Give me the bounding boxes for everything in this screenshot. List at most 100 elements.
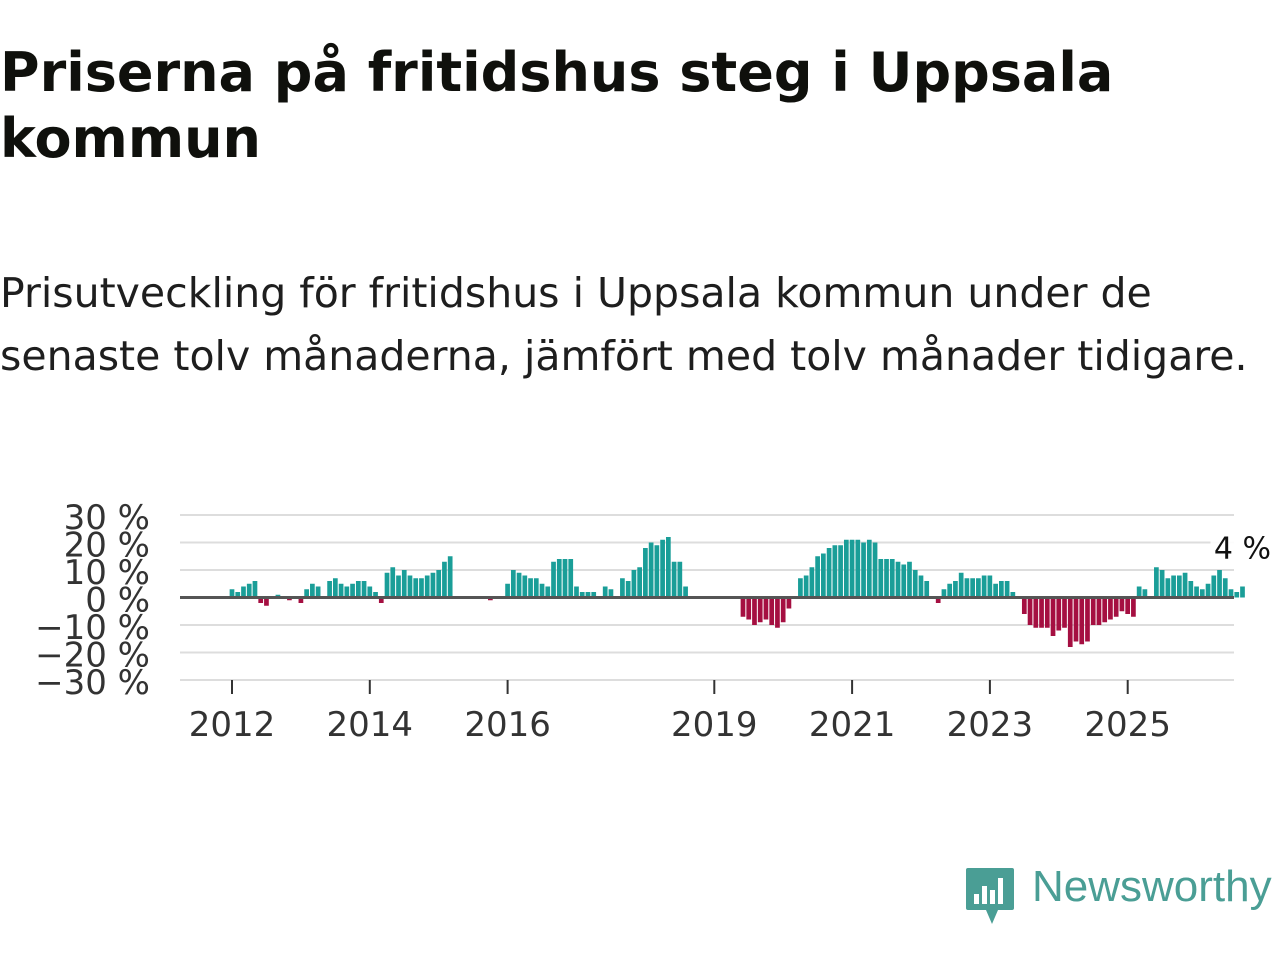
bar xyxy=(1033,597,1039,628)
bar xyxy=(241,586,246,598)
bar xyxy=(327,581,332,598)
bar xyxy=(763,597,769,620)
bar xyxy=(757,597,763,623)
bar xyxy=(591,592,597,598)
bar xyxy=(1222,578,1228,598)
bar xyxy=(1154,567,1159,598)
bar xyxy=(809,567,815,598)
bar-chart: 30 %20 %10 %0 %−10 %−20 %−30 % 2012 2014 2… xyxy=(35,498,1273,745)
bar xyxy=(332,578,338,598)
bar xyxy=(1079,597,1085,645)
bar xyxy=(775,597,780,628)
bar xyxy=(528,578,533,598)
y-tick-label: 10 % xyxy=(64,553,150,593)
bar xyxy=(539,583,545,598)
bar xyxy=(298,597,304,603)
grid-lines xyxy=(180,514,1234,681)
bar xyxy=(419,578,424,598)
bar xyxy=(832,545,838,598)
bar xyxy=(1021,597,1027,614)
y-tick-label: 30 % xyxy=(64,498,150,538)
bar xyxy=(315,586,321,598)
chart-title: Priserna på fritidshus steg i Uppsala ko… xyxy=(0,41,1114,170)
bar xyxy=(361,581,367,598)
bar xyxy=(1234,592,1240,598)
bar xyxy=(407,575,413,598)
bar xyxy=(884,559,889,598)
bar xyxy=(447,556,453,598)
bar xyxy=(821,553,826,598)
y-tick-label: −30 % xyxy=(35,663,150,703)
bar xyxy=(401,570,407,598)
bar xyxy=(752,597,757,625)
bar xyxy=(654,545,660,598)
bar xyxy=(660,539,665,598)
bar xyxy=(895,561,901,598)
bar xyxy=(838,545,843,598)
bar xyxy=(413,578,419,598)
bar xyxy=(746,597,752,620)
bar xyxy=(1165,578,1171,598)
bar xyxy=(912,570,918,598)
bar xyxy=(235,592,241,598)
bar xyxy=(786,597,792,609)
x-axis: 2012 2014 2016 2019 2021 2023 2025 xyxy=(189,680,1171,745)
bar xyxy=(1211,575,1217,598)
bar xyxy=(849,539,855,598)
bar xyxy=(878,559,884,598)
y-tick-label: −20 % xyxy=(35,636,150,676)
bar xyxy=(889,559,895,598)
bar xyxy=(1176,575,1182,598)
bar xyxy=(1085,597,1090,642)
x-tick-label: 2012 xyxy=(189,705,276,745)
bar xyxy=(378,597,384,603)
bar xyxy=(1004,581,1010,598)
bar xyxy=(953,581,958,598)
bar xyxy=(1067,597,1073,647)
bar xyxy=(1090,597,1096,625)
bar xyxy=(1240,586,1245,598)
bar xyxy=(436,570,442,598)
bar xyxy=(1131,597,1136,617)
bar xyxy=(918,575,924,598)
bar xyxy=(229,589,235,598)
bar xyxy=(424,575,430,598)
bar xyxy=(258,597,264,603)
y-tick-label: 20 % xyxy=(64,526,150,566)
bar xyxy=(1073,597,1079,642)
bar xyxy=(907,561,912,598)
bar xyxy=(1102,597,1108,623)
chart-subtitle: Prisutveckling för fritidshus i Uppsala … xyxy=(0,269,1248,380)
bar xyxy=(981,575,987,598)
bar xyxy=(815,556,820,598)
bar xyxy=(843,539,849,598)
annotation-background xyxy=(1210,528,1273,565)
bar xyxy=(1113,597,1119,617)
bar xyxy=(551,561,556,598)
bar xyxy=(304,589,309,598)
bar xyxy=(970,578,975,598)
bar xyxy=(1188,581,1194,598)
bar xyxy=(1108,597,1113,620)
bar xyxy=(964,578,970,598)
bar xyxy=(1062,597,1067,628)
bar xyxy=(1039,597,1044,628)
bar xyxy=(533,578,539,598)
bar xyxy=(780,597,786,623)
bar xyxy=(556,559,562,598)
x-tick-label: 2025 xyxy=(1084,705,1171,745)
bar xyxy=(976,578,981,598)
bar xyxy=(390,567,396,598)
bar xyxy=(574,586,579,598)
bar xyxy=(901,564,907,598)
bar xyxy=(625,581,631,598)
bar xyxy=(373,592,378,598)
newsworthy-logo-icon xyxy=(966,868,1014,924)
bar xyxy=(1027,597,1033,625)
bar xyxy=(643,548,648,598)
last-value-label: 4 % xyxy=(1214,532,1271,567)
bar xyxy=(947,583,953,598)
bar xyxy=(1050,597,1056,636)
bar xyxy=(803,575,809,598)
bar xyxy=(740,597,746,617)
